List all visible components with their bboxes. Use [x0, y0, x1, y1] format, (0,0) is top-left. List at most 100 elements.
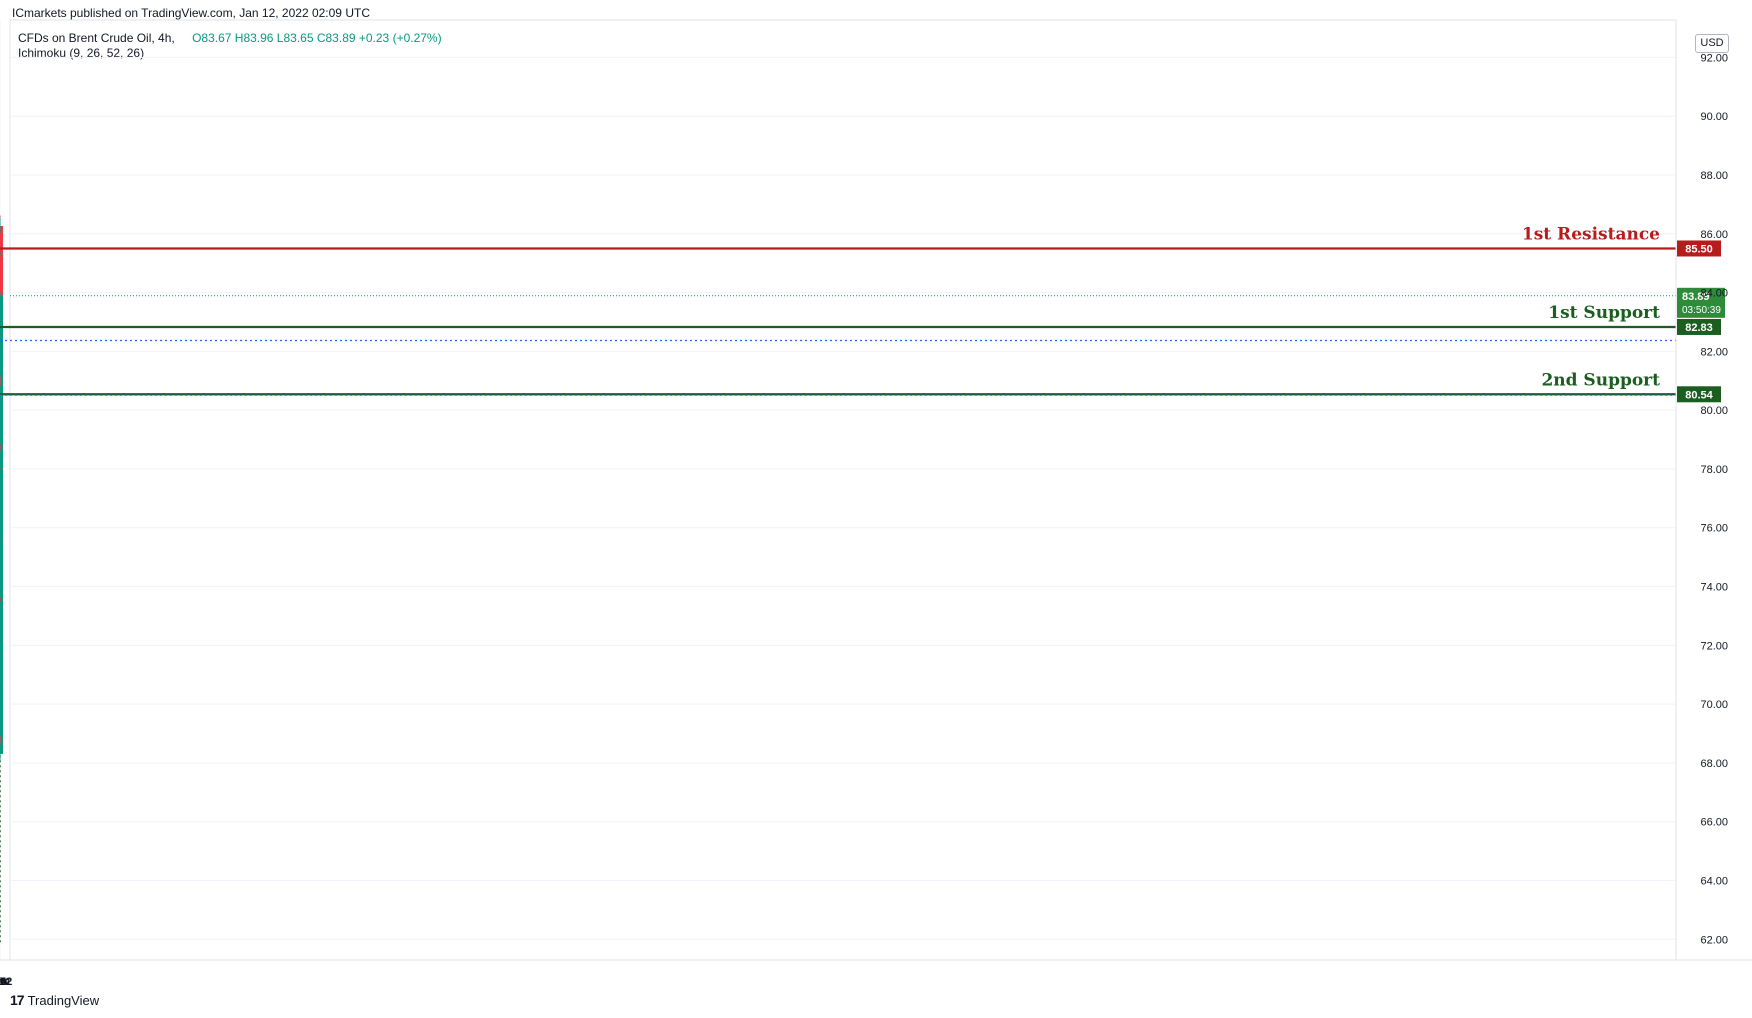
level-price-tag	[1677, 318, 1721, 335]
time-tick-label: 10	[0, 976, 6, 988]
time-tick-label: 18	[0, 976, 6, 988]
price-tick-label: 92.00	[1700, 52, 1728, 64]
time-tick-label: 27	[0, 976, 6, 988]
candle-body	[0, 529, 3, 544]
time-tick-label: Nov	[0, 976, 10, 988]
time-tick-label: 17	[0, 976, 6, 988]
candle-body	[0, 594, 3, 606]
candle-body	[0, 408, 3, 438]
price-tick-label: 80.00	[1700, 405, 1728, 417]
candle-body	[0, 394, 3, 398]
candle-body	[0, 666, 3, 687]
candle-body	[0, 405, 3, 423]
level-price-text: 85.50	[1685, 243, 1713, 255]
candle-body	[0, 233, 3, 253]
time-axis[interactable]: Oct111825Nov81522Dec1320272022101724	[0, 959, 1752, 988]
level-label: 2nd Support	[1541, 370, 1660, 390]
level-price-text: 80.54	[1685, 389, 1713, 401]
time-tick-label: 20	[0, 976, 6, 988]
candle-body	[0, 263, 3, 277]
candle-body	[0, 749, 3, 754]
candle-body	[0, 637, 3, 641]
candle-body	[0, 243, 3, 247]
candle-body	[0, 543, 3, 549]
price-tick-label: 74.00	[1700, 582, 1728, 594]
level-price-tag	[1677, 386, 1721, 403]
price-tick-label: 86.00	[1700, 229, 1728, 241]
candle-body	[0, 604, 3, 608]
price-tick-label: 90.00	[1700, 111, 1728, 123]
candle-body	[0, 701, 3, 736]
price-tick-label: 66.00	[1700, 817, 1728, 829]
candle-body	[0, 458, 3, 462]
time-tick-label: 13	[0, 976, 6, 988]
candle-body	[0, 334, 3, 338]
level-price-tag	[1677, 240, 1721, 257]
price-tick-label: 88.00	[1700, 170, 1728, 182]
candle-body	[0, 650, 3, 667]
candle-body	[0, 366, 3, 395]
candle-body	[0, 347, 3, 374]
countdown-text: 03:50:39	[1682, 305, 1721, 316]
levels: 1st Resistance 85.50 1st Support 82.83 2nd S…	[0, 224, 1725, 403]
indicator-legend[interactable]: Ichimoku (9, 26, 52, 26)	[18, 46, 145, 60]
time-tick-label: Dec	[0, 976, 10, 988]
candle-body	[0, 737, 3, 750]
price-tick-label: 84.00	[1700, 288, 1728, 300]
candle-body	[0, 301, 3, 321]
candle-body	[0, 523, 3, 528]
candle-body	[0, 276, 3, 285]
price-tick-label: 68.00	[1700, 758, 1728, 770]
level-price-text: 82.83	[1685, 322, 1713, 334]
tradingview-logo-icon: 17	[10, 992, 25, 1008]
candle-body	[0, 444, 3, 447]
level-label: 1st Support	[1548, 303, 1660, 323]
time-tick-label: 22	[0, 976, 6, 988]
price-tick-label: 62.00	[1700, 934, 1728, 946]
currency-badge[interactable]: USD	[1695, 34, 1729, 53]
price-tick-label: 70.00	[1700, 699, 1728, 711]
candle-body	[0, 527, 3, 532]
price-tick-label: 82.00	[1700, 346, 1728, 358]
time-tick-label: 25	[0, 976, 6, 988]
candle-body	[0, 334, 3, 336]
last-price-text: 83.89	[1682, 291, 1710, 303]
time-tick-label: 24	[0, 976, 6, 988]
price-tick-label: 64.00	[1700, 876, 1728, 888]
last-price-tag	[1677, 287, 1725, 318]
price-tick-label: 72.00	[1700, 640, 1728, 652]
publisher-line: ICmarkets published on TradingView.com, …	[12, 6, 370, 20]
candle-body	[0, 613, 3, 638]
candle-body	[0, 635, 3, 653]
symbol-label[interactable]: CFDs on Brent Crude Oil, 4h,	[18, 31, 175, 45]
candle-body	[0, 337, 3, 348]
price-tick-label: 76.00	[1700, 523, 1728, 535]
time-tick-label: 15	[0, 976, 6, 988]
time-tick-label: 8	[0, 976, 3, 988]
candle-body	[0, 446, 3, 459]
time-tick-label: Oct	[0, 976, 9, 988]
tradingview-brand[interactable]: 17 TradingView	[10, 992, 99, 1008]
candle-body	[0, 284, 3, 292]
symbol-legend: CFDs on Brent Crude Oil, 4h, O83.67 H83.…	[18, 31, 442, 45]
brand-label: TradingView	[27, 992, 100, 1008]
level-label: 1st Resistance	[1522, 224, 1660, 244]
price-axis[interactable]: 62.00 64.00 66.00 68.00 70.00 72.00 74.00 76.00…	[1675, 20, 1728, 960]
grid-lines	[0, 19, 1677, 961]
ohlc-values: O83.67 H83.96 L83.65 C83.89 +0.23 (+0.27…	[192, 31, 442, 45]
candle-body	[0, 246, 3, 269]
candle-body	[0, 531, 3, 536]
candle-body	[0, 260, 3, 264]
candle-body	[0, 295, 3, 302]
candle-body	[0, 460, 3, 515]
candle-body	[0, 582, 3, 592]
time-tick-label: 2022	[0, 976, 12, 988]
price-tick-label: 78.00	[1700, 464, 1728, 476]
plot-frame	[9, 19, 1677, 961]
candle-body	[0, 548, 3, 566]
candle-body	[0, 291, 3, 299]
candle-body	[0, 607, 3, 614]
candles	[0, 215, 3, 761]
time-tick-label: 11	[0, 976, 6, 988]
